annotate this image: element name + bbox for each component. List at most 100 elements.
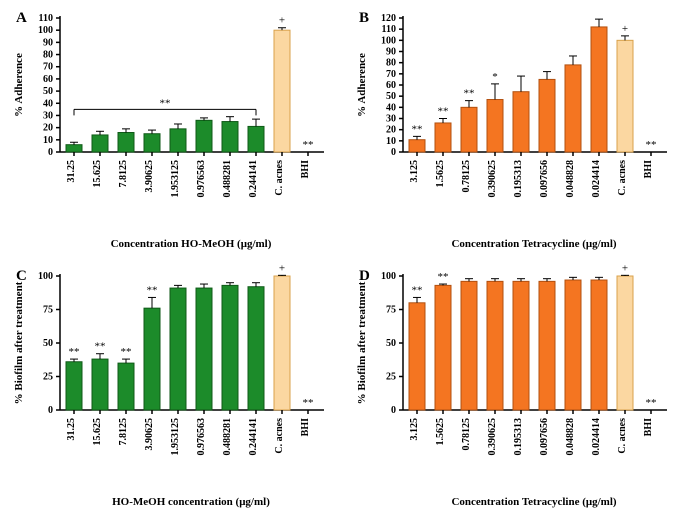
ytick-label: 25 <box>43 371 53 382</box>
xtick-label: 0.048828 <box>565 418 576 456</box>
xtick-label: 0.195313 <box>513 418 524 456</box>
ytick-label: 10 <box>386 136 396 147</box>
bar <box>92 135 108 152</box>
ytick-label: 50 <box>386 338 396 349</box>
ytick-label: 100 <box>381 271 396 282</box>
xtick-label: 15.625 <box>92 160 103 188</box>
xtick-label: 3.125 <box>409 160 420 183</box>
bar <box>66 145 82 152</box>
panel-D: 02550751003.125**1.5625**0.781250.390625… <box>343 258 685 515</box>
ytick-label: 50 <box>43 338 53 349</box>
xtick-label: 7.8125 <box>118 418 129 446</box>
bar <box>591 27 607 152</box>
ytick-label: 0 <box>48 147 53 158</box>
bar <box>274 276 290 410</box>
xtick-label: 0.244141 <box>248 418 259 456</box>
ytick-label: 60 <box>386 80 396 91</box>
xtick-label: BHI <box>300 417 311 435</box>
ytick-label: 30 <box>386 114 396 125</box>
ytick-label: 10 <box>43 135 53 146</box>
ytick-label: 120 <box>381 13 396 24</box>
xtick-label: 15.625 <box>92 418 103 446</box>
ytick-label: 100 <box>381 35 396 46</box>
xtick-label: 3.90625 <box>144 160 155 193</box>
sig-mark: ** <box>69 346 80 358</box>
ytick-label: 80 <box>386 58 396 69</box>
ytick-label: 50 <box>386 91 396 102</box>
sig-mark: ** <box>645 139 656 151</box>
bar <box>92 359 108 410</box>
bar <box>118 363 134 410</box>
xtick-label: 0.78125 <box>461 160 472 193</box>
y-axis-title: % Adherence <box>356 53 368 117</box>
bar <box>435 285 451 410</box>
panel-B: 01020304050607080901001101203.125**1.562… <box>343 0 685 258</box>
panel-A: 010203040506070809010011031.2515.6257.81… <box>0 0 343 258</box>
bar <box>274 30 290 152</box>
sig-mark: ** <box>147 284 158 296</box>
sig-mark: + <box>621 23 627 35</box>
xtick-label: 7.8125 <box>118 160 129 188</box>
bar <box>591 280 607 410</box>
xtick-label: 0.097656 <box>539 160 550 198</box>
xtick-label: C. acnes <box>617 160 628 196</box>
bar <box>409 302 425 409</box>
y-axis-title: % Biofilm after treatment <box>13 281 25 404</box>
xtick-label: 0.390625 <box>487 418 498 456</box>
ytick-label: 70 <box>386 69 396 80</box>
xtick-label: 1.5625 <box>435 160 446 188</box>
bar <box>170 288 186 410</box>
sig-mark: ** <box>95 340 106 352</box>
sig-mark: ** <box>121 346 132 358</box>
xtick-label: 3.125 <box>409 418 420 441</box>
bar <box>565 280 581 410</box>
sig-mark: ** <box>303 139 314 151</box>
ytick-label: 30 <box>43 110 53 121</box>
ytick-label: 90 <box>43 37 53 48</box>
xtick-label: 0.024414 <box>591 160 602 198</box>
bar <box>222 122 238 152</box>
ytick-label: 70 <box>43 62 53 73</box>
bar <box>539 281 555 410</box>
xtick-label: C. acnes <box>274 417 285 453</box>
panel-C: 025507510031.25**15.625**7.8125**3.90625… <box>0 258 343 515</box>
sig-mark: + <box>279 262 285 274</box>
ytick-label: 0 <box>391 147 396 158</box>
ytick-label: 80 <box>43 50 53 61</box>
ytick-label: 0 <box>48 405 53 416</box>
xtick-label: BHI <box>643 160 654 178</box>
xtick-label: C. acnes <box>617 417 628 453</box>
bar <box>487 281 503 410</box>
xtick-label: BHI <box>300 160 311 178</box>
xtick-label: BHI <box>643 417 654 435</box>
bar <box>118 133 134 152</box>
x-axis-title: Concentration HO-MeOH (μg/ml) <box>111 238 272 250</box>
xtick-label: 0.048828 <box>565 160 576 198</box>
xtick-label: 3.90625 <box>144 418 155 451</box>
bar <box>248 126 264 152</box>
ytick-label: 40 <box>43 98 53 109</box>
sig-mark: ** <box>463 88 474 100</box>
bar <box>617 40 633 152</box>
bar <box>144 134 160 152</box>
sig-mark: ** <box>645 397 656 409</box>
xtick-label: 0.244141 <box>248 160 259 198</box>
panel-letter: C <box>16 268 27 284</box>
bar <box>487 100 503 152</box>
bar <box>565 65 581 152</box>
ytick-label: 20 <box>386 125 396 136</box>
sig-mark: ** <box>303 397 314 409</box>
panel-letter: B <box>359 10 369 26</box>
xtick-label: 0.097656 <box>539 418 550 456</box>
sig-mark: * <box>492 71 498 83</box>
bar <box>461 107 477 152</box>
bar <box>196 288 212 410</box>
y-axis-title: % Biofilm after treatment <box>356 281 368 404</box>
y-axis-title: % Adherence <box>13 53 25 117</box>
ytick-label: 20 <box>43 123 53 134</box>
xtick-label: 1.953125 <box>170 160 181 198</box>
xtick-label: 0.195313 <box>513 160 524 198</box>
bar <box>461 281 477 410</box>
xtick-label: 31.25 <box>66 160 77 183</box>
bar <box>617 276 633 410</box>
